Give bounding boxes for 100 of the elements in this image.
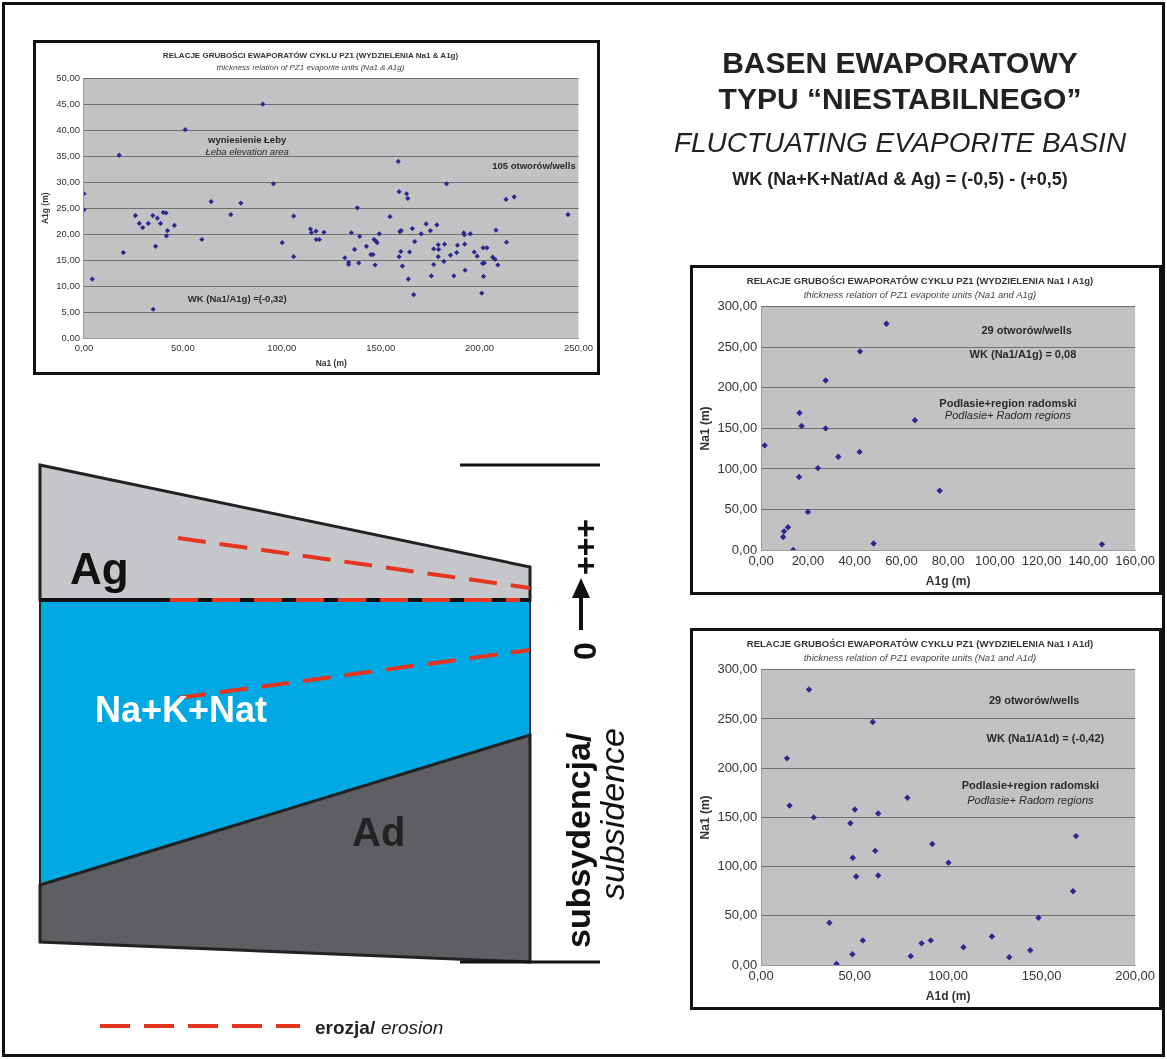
annotation: WK (Na1/A1d) = (-0,42) [986, 732, 1105, 745]
y-tick-label: 150,00 [717, 808, 758, 824]
point [826, 919, 833, 926]
point [856, 348, 864, 355]
x-tick-label: 120,00 [1021, 553, 1062, 569]
y-tick-label: 100,00 [717, 460, 758, 476]
y-tick-label: 50,00 [56, 71, 80, 83]
point [875, 872, 882, 879]
point [852, 873, 860, 880]
point [904, 794, 911, 801]
text: erosion [381, 1017, 444, 1038]
text: FLUCTUATING EVAPORITE BASIN [672, 126, 1128, 160]
point [960, 944, 967, 951]
text: Na+K+Nat [95, 689, 268, 730]
point [822, 377, 829, 384]
chart-title: RELACJE GRUBOŚCI EWAPORATÓW CYKLU PZ1 (WYDZIELENIA Na1 I A1g) [746, 275, 1094, 287]
y-axis-title: A1g (m) [40, 192, 51, 225]
text: Ad [352, 810, 406, 854]
x-tick-label: 0,00 [74, 341, 94, 353]
point [859, 937, 867, 944]
point [849, 950, 856, 958]
chart-subtitle: thickness relation of PZ1 evaporite units (Na1 and A1g) [803, 288, 1037, 300]
point [822, 425, 829, 432]
x-tick-label: 60,00 [885, 553, 918, 569]
text: WK (Na+K+Nat/Ad & Ag) = (-0,5) - (+0,5) [731, 169, 1069, 190]
point [875, 810, 882, 817]
x-tick-label: 100,00 [267, 341, 297, 353]
chart-subtitle: thickness relation of PZ1 evaporite units (Na1 and A1d) [803, 651, 1037, 663]
point [796, 409, 803, 417]
point [835, 453, 842, 460]
y-tick-label: 25,00 [56, 201, 80, 213]
point [869, 718, 876, 726]
text: subsydencja/ [559, 732, 597, 948]
x-axis-title: Na1 (m) [315, 358, 347, 369]
x-tick-label: 200,00 [465, 341, 495, 353]
annotation: Podlasie+ Radom regions [944, 409, 1072, 422]
annotation: 29 otworów/wells [988, 693, 1080, 706]
x-axis-title: A1g (m) [925, 574, 971, 589]
point [783, 755, 791, 762]
y-tick-label: 5,00 [61, 306, 80, 318]
annotation: WK (Na1/A1g) = 0,08 [969, 348, 1077, 361]
point [761, 442, 768, 449]
y-tick-label: 200,00 [717, 759, 758, 775]
point [784, 524, 792, 531]
point [1072, 832, 1080, 840]
point [805, 686, 813, 693]
point [945, 859, 952, 866]
x-tick-label: 200,00 [1115, 968, 1155, 984]
y-tick-label: 300,00 [717, 298, 758, 314]
y-tick-label: 300,00 [717, 661, 758, 677]
x-tick-label: 150,00 [366, 341, 396, 353]
annotation: Podlasie+region radomski [961, 779, 1100, 792]
point [927, 937, 934, 944]
point [814, 464, 822, 472]
y-tick-label: 20,00 [56, 227, 80, 239]
point [1035, 914, 1042, 921]
x-tick-label: 20,00 [791, 553, 825, 569]
point [851, 806, 859, 813]
x-tick-label: 140,00 [1068, 553, 1109, 569]
x-tick-label: 150,00 [1021, 968, 1062, 984]
annotation: Podlasie+ Radom regions [967, 794, 1095, 807]
point [929, 840, 936, 848]
y-axis-title: Na1 (m) [697, 406, 712, 451]
x-tick-label: 160,00 [1115, 553, 1155, 569]
text: +++ [567, 518, 603, 575]
point [1006, 953, 1013, 961]
x-tick-label: 50,00 [170, 341, 195, 353]
y-tick-label: 50,00 [724, 501, 758, 517]
point [810, 814, 817, 821]
y-tick-label: 200,00 [717, 379, 758, 395]
point [779, 533, 787, 541]
y-tick-label: 100,00 [717, 858, 758, 874]
y-tick-label: 15,00 [56, 253, 80, 265]
point [833, 960, 840, 965]
text: BASEN EWAPORATOWY TYPU “NIESTABILNEGO” [717, 45, 1083, 117]
y-tick-label: 40,00 [56, 123, 80, 135]
point [780, 528, 788, 535]
point [847, 820, 854, 827]
x-axis-title: A1d (m) [925, 989, 971, 1004]
text: 0 [567, 642, 603, 660]
y-tick-label: 150,00 [717, 419, 758, 435]
x-tick-label: 40,00 [838, 553, 871, 569]
x-tick-label: 100,00 [975, 553, 1015, 569]
y-tick-label: 50,00 [724, 907, 758, 923]
point [936, 487, 943, 495]
point [1098, 541, 1106, 548]
text: Ag [70, 544, 129, 593]
x-tick-label: 80,00 [931, 553, 965, 569]
chart-title: RELACJE GRUBOŚCI EWAPORATÓW CYKLU PZ1 (WYDZIELENIA Na1 I A1d) [746, 638, 1094, 650]
y-tick-label: 0,00 [61, 332, 80, 344]
annotation: wyniesienie Łeby [207, 134, 287, 146]
chart-title: RELACJE GRUBOŚCI EWAPORATÓW CYKLU PZ1 (WYDZIELENIA Na1 & A1g) [162, 51, 459, 60]
point [856, 448, 863, 456]
annotation: Łeba elevation area [205, 146, 289, 157]
y-tick-label: 10,00 [56, 279, 80, 291]
point [804, 508, 812, 516]
point [918, 940, 925, 947]
y-tick-label: 30,00 [56, 175, 80, 187]
annotation: 29 otworów/wells [981, 324, 1072, 337]
annotation: 105 otworów/wells [492, 160, 576, 172]
